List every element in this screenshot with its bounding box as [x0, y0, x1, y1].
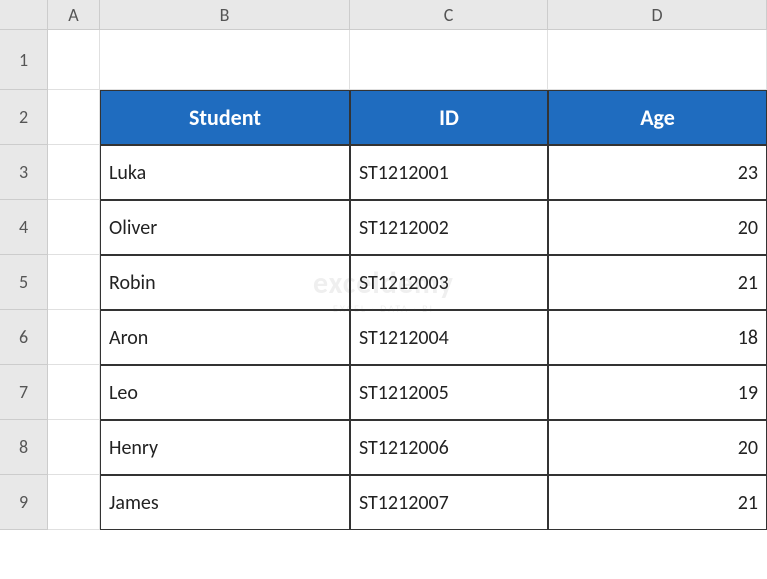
- col-header-a[interactable]: A: [48, 0, 100, 30]
- cell-a3[interactable]: [48, 145, 100, 200]
- cell-a8[interactable]: [48, 420, 100, 475]
- grid-corner[interactable]: [0, 0, 48, 30]
- col-header-d[interactable]: D: [548, 0, 767, 30]
- cell-a6[interactable]: [48, 310, 100, 365]
- row-header-5[interactable]: 5: [0, 255, 48, 310]
- cell-a4[interactable]: [48, 200, 100, 255]
- cell-age[interactable]: 21: [548, 475, 767, 530]
- cell-student[interactable]: Oliver: [100, 200, 350, 255]
- cell-age[interactable]: 20: [548, 200, 767, 255]
- cell-d1[interactable]: [548, 30, 767, 90]
- row-header-2[interactable]: 2: [0, 90, 48, 145]
- row-header-6[interactable]: 6: [0, 310, 48, 365]
- row-header-4[interactable]: 4: [0, 200, 48, 255]
- row-header-7[interactable]: 7: [0, 365, 48, 420]
- cell-a9[interactable]: [48, 475, 100, 530]
- cell-id[interactable]: ST1212005: [350, 365, 548, 420]
- cell-age[interactable]: 20: [548, 420, 767, 475]
- cell-student[interactable]: Luka: [100, 145, 350, 200]
- cell-a7[interactable]: [48, 365, 100, 420]
- cell-age[interactable]: 18: [548, 310, 767, 365]
- cell-student[interactable]: Leo: [100, 365, 350, 420]
- cell-id[interactable]: ST1212003: [350, 255, 548, 310]
- cell-c1[interactable]: [350, 30, 548, 90]
- col-header-c[interactable]: C: [350, 0, 548, 30]
- table-header-id[interactable]: ID: [350, 90, 548, 145]
- table-header-student[interactable]: Student: [100, 90, 350, 145]
- cell-age[interactable]: 23: [548, 145, 767, 200]
- cell-student[interactable]: Aron: [100, 310, 350, 365]
- row-header-8[interactable]: 8: [0, 420, 48, 475]
- cell-student[interactable]: James: [100, 475, 350, 530]
- row-header-3[interactable]: 3: [0, 145, 48, 200]
- table-header-age[interactable]: Age: [548, 90, 767, 145]
- cell-id[interactable]: ST1212001: [350, 145, 548, 200]
- cell-id[interactable]: ST1212007: [350, 475, 548, 530]
- row-header-1[interactable]: 1: [0, 30, 48, 90]
- cell-age[interactable]: 21: [548, 255, 767, 310]
- cell-b1[interactable]: [100, 30, 350, 90]
- spreadsheet-grid: A B C D 1 2 Student ID Age 3 Luka ST1212…: [0, 0, 767, 530]
- col-header-b[interactable]: B: [100, 0, 350, 30]
- row-header-9[interactable]: 9: [0, 475, 48, 530]
- cell-a2[interactable]: [48, 90, 100, 145]
- cell-student[interactable]: Robin: [100, 255, 350, 310]
- cell-age[interactable]: 19: [548, 365, 767, 420]
- cell-a5[interactable]: [48, 255, 100, 310]
- cell-id[interactable]: ST1212004: [350, 310, 548, 365]
- cell-id[interactable]: ST1212002: [350, 200, 548, 255]
- cell-student[interactable]: Henry: [100, 420, 350, 475]
- cell-id[interactable]: ST1212006: [350, 420, 548, 475]
- cell-a1[interactable]: [48, 30, 100, 90]
